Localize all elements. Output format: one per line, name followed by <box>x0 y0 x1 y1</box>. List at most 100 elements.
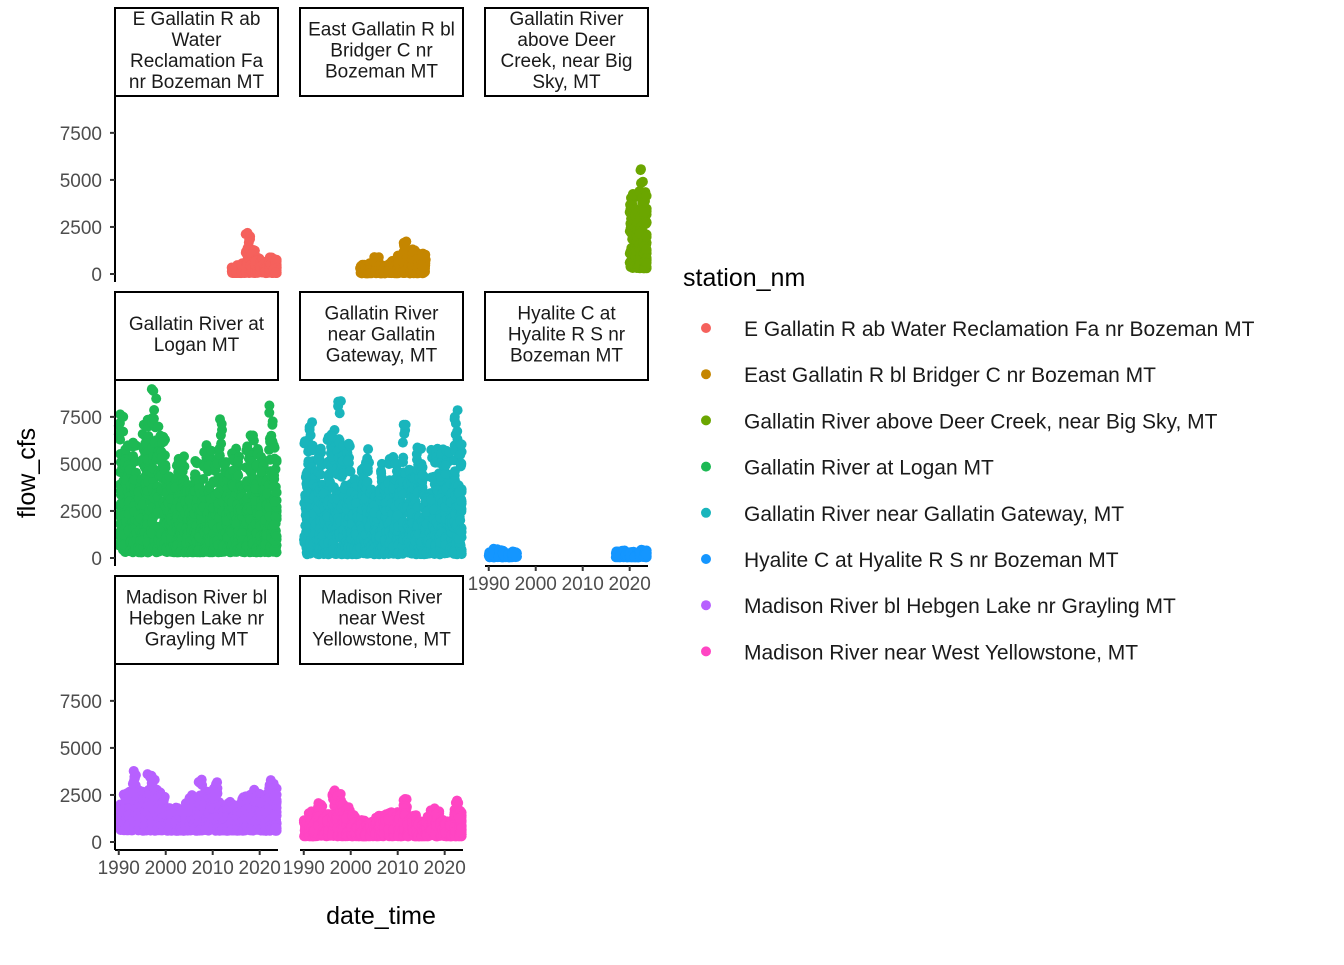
data-point <box>640 207 650 217</box>
strip-label-line: Bozeman MT <box>325 62 438 83</box>
data-point <box>151 394 161 404</box>
y-tick-label: 5000 <box>60 455 102 476</box>
data-point <box>271 268 281 278</box>
data-point <box>441 469 451 479</box>
y-tick-label: 2500 <box>60 218 102 239</box>
data-point <box>457 527 467 537</box>
strip-label-line: Hyalite C at <box>517 304 616 325</box>
data-point <box>642 218 652 228</box>
data-point <box>336 396 346 406</box>
data-point <box>418 470 428 480</box>
data-point <box>264 408 274 418</box>
x-axis-title: date_time <box>326 902 436 930</box>
data-point <box>272 488 282 498</box>
data-point <box>128 438 138 448</box>
data-point <box>157 438 167 448</box>
data-point <box>456 461 466 471</box>
data-point <box>401 420 411 430</box>
data-point <box>641 549 651 559</box>
points-1 <box>355 237 431 279</box>
strip-label-line: Gallatin River <box>509 9 624 30</box>
strip-label-line: Gateway, MT <box>326 346 438 367</box>
data-point <box>363 463 373 473</box>
data-point <box>455 450 465 460</box>
strip-label-line: Bozeman MT <box>510 346 623 367</box>
data-point <box>179 451 189 461</box>
strip-label-line: Madison River bl <box>126 588 268 609</box>
data-point <box>344 439 354 449</box>
y-tick-label: 5000 <box>60 171 102 192</box>
data-point <box>642 191 652 201</box>
data-point <box>270 497 280 507</box>
y-tick-label: 0 <box>91 265 102 286</box>
data-point <box>305 422 315 432</box>
strip-label-line: Grayling MT <box>145 630 249 651</box>
y-tick-label: 2500 <box>60 502 102 523</box>
data-point <box>399 429 409 439</box>
x-tick-label: 2020 <box>609 574 651 595</box>
data-point <box>418 262 428 272</box>
x-tick-label: 2000 <box>515 574 557 595</box>
y-tick-label: 0 <box>91 549 102 570</box>
strip-label-line: Bridger C nr <box>330 41 433 62</box>
points-0 <box>227 228 282 278</box>
data-point <box>343 456 353 466</box>
data-point <box>457 549 467 559</box>
strip-label-line: Logan MT <box>154 335 240 356</box>
data-point <box>314 455 324 465</box>
strip-label-line: Gallatin River <box>324 304 439 325</box>
strip-label-line: Creek, near Big <box>500 51 632 72</box>
data-point <box>215 444 225 454</box>
data-point <box>233 456 243 466</box>
strip-label-line: near Gallatin <box>328 325 436 346</box>
strip-label-line: nr Bozeman MT <box>129 72 265 93</box>
data-point <box>441 460 451 470</box>
data-point <box>270 443 280 453</box>
points-3 <box>114 384 282 557</box>
legend-title: station_nm <box>683 264 805 292</box>
points-2 <box>625 164 652 273</box>
y-tick-label: 7500 <box>60 408 102 429</box>
strip-label-line: Water <box>172 30 223 51</box>
strip-label-line: East Gallatin R bl <box>308 20 455 41</box>
data-point <box>455 515 465 525</box>
data-point <box>363 444 373 454</box>
points-4 <box>299 396 467 559</box>
data-point <box>412 443 422 453</box>
data-point <box>636 164 646 174</box>
y-axis-title: flow_cfs <box>13 428 41 518</box>
data-point <box>642 244 652 254</box>
strip-label-line: above Deer <box>517 30 616 51</box>
data-point <box>450 412 460 422</box>
strip-label-line: Hebgen Lake nr <box>129 609 265 630</box>
strip-label-line: Hyalite R S nr <box>508 325 626 346</box>
data-point <box>316 444 326 454</box>
data-point <box>157 452 167 462</box>
points-6 <box>114 766 282 836</box>
data-point <box>269 520 279 530</box>
strip-label-line: Reclamation Fa <box>130 51 263 72</box>
data-point <box>398 438 408 448</box>
data-point <box>147 384 157 394</box>
strip-label-line: Sky, MT <box>532 72 601 93</box>
data-point <box>267 420 277 430</box>
data-point <box>335 408 345 418</box>
data-point <box>269 470 279 480</box>
data-point <box>272 531 282 541</box>
data-point <box>642 232 652 242</box>
data-point <box>233 471 243 481</box>
data-point <box>272 457 282 467</box>
data-point <box>217 419 227 429</box>
